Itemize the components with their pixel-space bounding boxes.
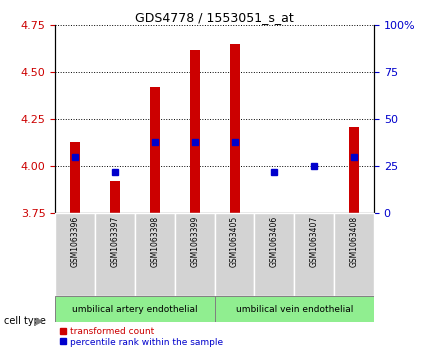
Bar — [95, 213, 135, 296]
Text: GSM1063407: GSM1063407 — [310, 216, 319, 267]
Legend: transformed count, percentile rank within the sample: transformed count, percentile rank withi… — [60, 327, 223, 347]
Bar — [55, 296, 215, 322]
Text: GSM1063396: GSM1063396 — [71, 216, 79, 267]
Bar — [215, 296, 374, 322]
Text: umbilical artery endothelial: umbilical artery endothelial — [72, 305, 198, 314]
Bar — [294, 213, 334, 296]
Bar — [230, 44, 240, 213]
Text: GSM1063397: GSM1063397 — [110, 216, 119, 267]
Bar — [215, 213, 255, 296]
Bar — [175, 213, 215, 296]
Text: ▶: ▶ — [36, 316, 44, 326]
Bar — [349, 127, 359, 213]
Text: GSM1063398: GSM1063398 — [150, 216, 159, 267]
Text: GSM1063408: GSM1063408 — [350, 216, 359, 267]
Bar — [334, 213, 374, 296]
Title: GDS4778 / 1553051_s_at: GDS4778 / 1553051_s_at — [135, 11, 294, 24]
Text: GSM1063399: GSM1063399 — [190, 216, 199, 267]
Bar — [70, 142, 80, 213]
Bar — [150, 87, 160, 213]
Bar — [135, 213, 175, 296]
Text: cell type: cell type — [4, 316, 46, 326]
Bar — [255, 213, 294, 296]
Text: GSM1063406: GSM1063406 — [270, 216, 279, 267]
Bar — [110, 182, 120, 213]
Bar — [190, 50, 200, 213]
Text: GSM1063405: GSM1063405 — [230, 216, 239, 267]
Bar — [55, 213, 95, 296]
Text: umbilical vein endothelial: umbilical vein endothelial — [235, 305, 353, 314]
